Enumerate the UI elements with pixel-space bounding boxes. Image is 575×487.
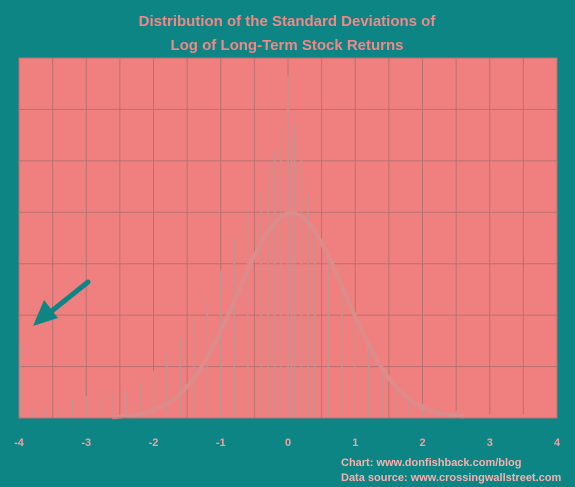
histogram-bar	[280, 130, 283, 418]
chart-title-line-2: Log of Long-Term Stock Returns	[170, 37, 403, 54]
x-tick-label: -3	[81, 437, 91, 449]
histogram-bar	[98, 396, 101, 418]
data-source-credit: Data source: www.crossingwallstreet.com	[341, 472, 561, 484]
histogram-bar	[85, 396, 87, 418]
histogram-bar	[152, 371, 155, 418]
histogram-bar	[260, 191, 262, 418]
histogram-bar	[125, 389, 128, 418]
x-tick-label: -1	[216, 437, 226, 449]
x-tick-label: -4	[14, 437, 25, 449]
plot-border	[18, 57, 558, 419]
histogram-bar	[220, 270, 222, 418]
x-tick-label: 2	[419, 437, 425, 449]
chart-title-line-1: Distribution of the Standard Deviations …	[139, 13, 437, 30]
histogram-bars	[19, 76, 525, 419]
normal-curve	[111, 210, 465, 420]
histogram-bar	[267, 166, 269, 418]
histogram-bar	[489, 414, 491, 418]
histogram-bar	[290, 137, 293, 418]
histogram-bar	[19, 342, 22, 418]
histogram-bar	[45, 407, 47, 418]
histogram-bar	[381, 371, 383, 418]
histogram-bar	[58, 407, 61, 418]
histogram-bar	[273, 151, 276, 418]
histogram-bar	[394, 385, 397, 418]
histogram-bar	[193, 317, 195, 418]
chart-credit: Chart: www.donfishback.com/blog	[341, 457, 522, 469]
histogram-bar	[367, 346, 370, 418]
histogram-bar	[287, 76, 289, 418]
x-tick-label: 3	[487, 437, 493, 449]
arrow-shaft	[45, 279, 91, 317]
x-tick-label: 1	[352, 437, 358, 449]
histogram-bar	[179, 338, 182, 418]
histogram-bar	[31, 410, 34, 418]
histogram-bar	[307, 194, 309, 418]
histogram-bar	[354, 317, 356, 418]
histogram-bar	[300, 158, 303, 419]
histogram-bar	[293, 122, 296, 419]
histogram-bar	[327, 256, 330, 418]
x-tick-label: -2	[149, 437, 159, 449]
annotation-arrow	[33, 279, 91, 326]
histogram-bar	[341, 284, 343, 418]
arrow-head	[33, 300, 58, 326]
x-tick-label: 4	[554, 437, 561, 449]
histogram-bar	[421, 403, 424, 418]
x-axis-ticks: -4 -3 -2 -1 0 1 2 3 4	[14, 437, 561, 449]
histogram-bar	[112, 392, 114, 418]
x-tick-label: 0	[285, 437, 291, 449]
histogram-bar	[233, 238, 235, 418]
histogram-bar	[522, 414, 525, 418]
histogram-bar	[408, 396, 410, 418]
histogram-bar	[246, 212, 249, 418]
histogram-bar	[139, 382, 141, 418]
histogram-bar	[166, 353, 168, 418]
histogram-bar	[72, 400, 74, 418]
histogram-bar	[314, 230, 316, 418]
